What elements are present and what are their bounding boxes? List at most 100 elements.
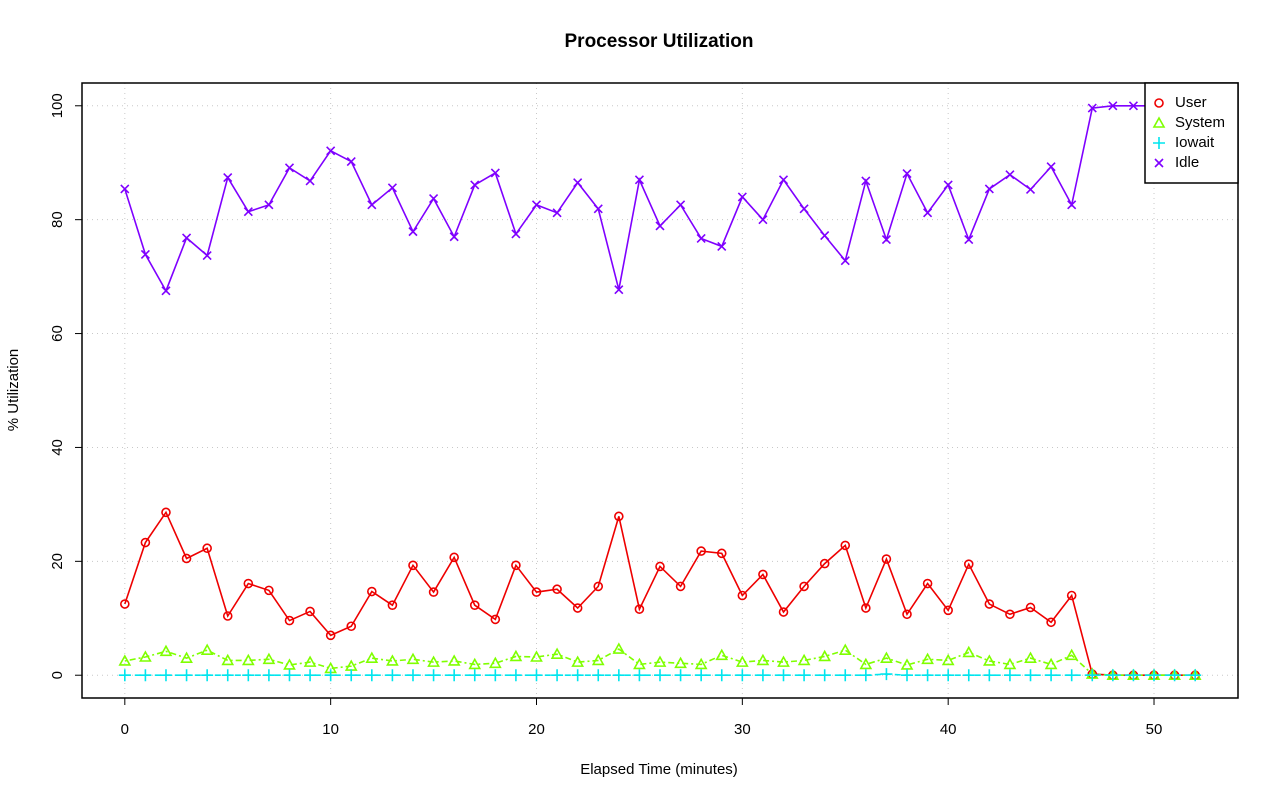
marker [921, 652, 934, 665]
marker [223, 172, 233, 183]
marker [674, 669, 687, 682]
marker [552, 584, 562, 595]
marker [1005, 609, 1015, 620]
marker [1087, 103, 1097, 113]
marker [614, 511, 624, 522]
marker [201, 669, 214, 682]
marker [386, 669, 399, 682]
marker [655, 221, 665, 231]
marker [737, 590, 748, 601]
marker [861, 176, 871, 186]
marker [530, 650, 543, 662]
marker [840, 540, 851, 551]
chart-title: Processor Utilization [565, 31, 754, 52]
marker [140, 249, 150, 259]
marker [881, 235, 891, 245]
legend-marker [1153, 137, 1165, 149]
marker [284, 163, 295, 173]
x-tick-label: 20 [528, 721, 545, 738]
marker [1066, 590, 1077, 601]
plot-frame [81, 82, 1239, 699]
marker [840, 256, 850, 266]
marker [612, 669, 625, 682]
marker [861, 603, 871, 613]
marker [1045, 669, 1058, 682]
marker [345, 669, 358, 682]
marker [346, 157, 356, 167]
marker [859, 657, 873, 670]
marker [756, 653, 770, 666]
x-tick-label: 10 [322, 721, 339, 738]
marker [799, 581, 809, 592]
marker [552, 208, 562, 218]
marker [509, 669, 522, 682]
marker [962, 645, 976, 658]
marker [593, 581, 604, 592]
marker [283, 669, 296, 682]
marker [468, 669, 481, 682]
marker [880, 651, 893, 663]
y-tick-label: 0 [49, 671, 66, 679]
legend-marker [1152, 116, 1166, 128]
legend-label: Iowait [1175, 134, 1215, 151]
marker [675, 581, 686, 592]
marker [406, 652, 420, 665]
marker [551, 669, 564, 682]
marker [1128, 101, 1138, 111]
legend-marker [1154, 98, 1164, 108]
marker [1067, 200, 1077, 210]
marker [243, 578, 254, 589]
marker [490, 614, 501, 625]
marker [1168, 669, 1181, 682]
marker [694, 657, 708, 670]
marker [139, 669, 152, 682]
marker [717, 241, 727, 251]
marker [470, 180, 480, 190]
marker [118, 654, 132, 666]
marker [202, 543, 212, 554]
marker [200, 643, 214, 655]
y-tick-label: 60 [49, 325, 66, 342]
marker [819, 558, 830, 569]
marker [655, 561, 665, 572]
marker [222, 611, 233, 621]
marker [592, 669, 605, 682]
marker [531, 587, 542, 597]
marker [488, 656, 502, 669]
marker [324, 669, 337, 682]
y-tick-label: 40 [49, 439, 66, 456]
marker [859, 669, 872, 682]
marker [1025, 184, 1036, 195]
marker [737, 192, 747, 202]
marker [180, 669, 193, 682]
marker [326, 146, 336, 156]
marker [303, 655, 317, 667]
marker [797, 653, 811, 666]
marker [964, 235, 974, 245]
marker [758, 569, 768, 580]
marker [634, 604, 645, 614]
marker [1065, 669, 1078, 682]
marker [264, 200, 274, 210]
x-tick-label: 30 [734, 721, 751, 738]
marker [161, 507, 171, 518]
marker [242, 669, 255, 682]
marker [1025, 602, 1036, 613]
marker [406, 669, 419, 682]
marker [634, 175, 644, 185]
marker [1044, 657, 1058, 670]
marker [1148, 669, 1161, 682]
marker [983, 669, 996, 682]
marker [715, 669, 728, 682]
marker [468, 657, 482, 670]
marker [202, 250, 212, 261]
marker [941, 653, 955, 666]
marker [900, 658, 914, 670]
marker [346, 621, 357, 632]
marker [715, 648, 729, 661]
marker [159, 644, 173, 657]
marker [305, 606, 315, 617]
marker [881, 554, 892, 564]
marker [182, 233, 192, 243]
